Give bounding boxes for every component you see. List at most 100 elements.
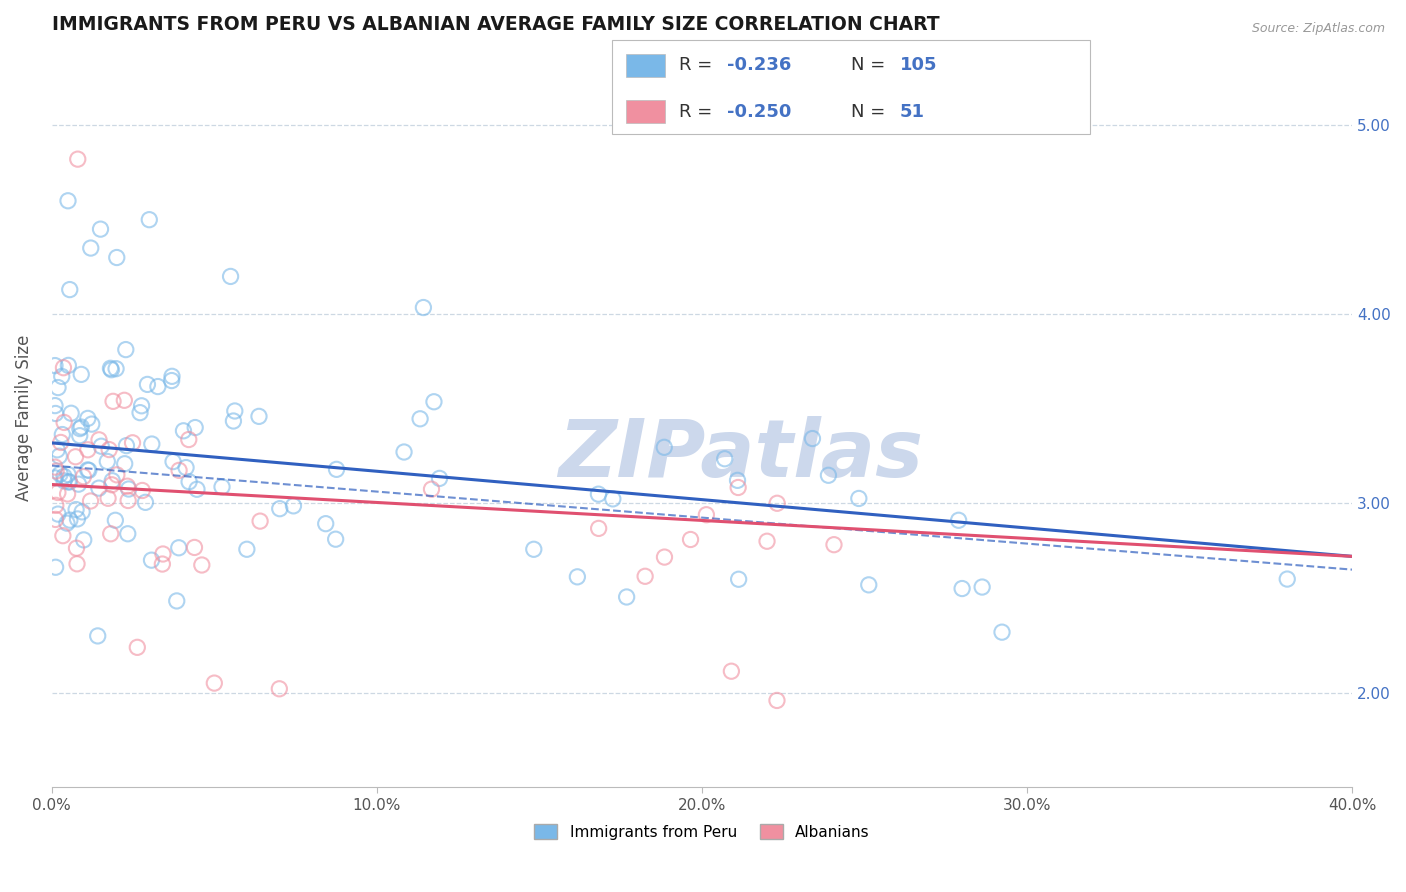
Point <box>412 301 434 315</box>
Point <box>202 676 225 690</box>
Point <box>51 427 73 442</box>
Point <box>105 467 128 482</box>
Point <box>166 594 188 608</box>
Point <box>53 416 76 430</box>
Point <box>1277 572 1299 586</box>
Point <box>247 409 270 424</box>
Point <box>46 507 69 521</box>
Point <box>136 377 159 392</box>
Point <box>80 241 103 255</box>
Point <box>65 541 87 556</box>
Point <box>186 483 208 497</box>
Point <box>59 513 82 527</box>
Point <box>77 463 100 477</box>
Point <box>60 406 83 420</box>
Text: 105: 105 <box>900 56 938 74</box>
Text: -0.250: -0.250 <box>727 103 792 120</box>
Point <box>713 451 735 466</box>
Text: IMMIGRANTS FROM PERU VS ALBANIAN AVERAGE FAMILY SIZE CORRELATION CHART: IMMIGRANTS FROM PERU VS ALBANIAN AVERAGE… <box>52 15 939 34</box>
Point <box>100 526 122 541</box>
Point <box>141 437 163 451</box>
Point <box>100 362 122 376</box>
Point <box>101 477 124 491</box>
Point <box>191 558 214 572</box>
Point <box>131 483 153 498</box>
Point <box>654 550 676 565</box>
Point <box>52 529 75 543</box>
Point <box>429 471 451 485</box>
Point <box>45 560 67 574</box>
Point <box>766 693 789 707</box>
Point <box>219 269 242 284</box>
Point <box>72 469 94 483</box>
Point <box>70 368 93 382</box>
Point <box>96 454 118 468</box>
Point <box>49 435 72 450</box>
Point <box>616 590 638 604</box>
Point <box>409 412 432 426</box>
Point <box>45 464 67 478</box>
Point <box>211 480 233 494</box>
Point <box>52 360 75 375</box>
Point <box>44 399 66 413</box>
Point <box>44 359 66 373</box>
Point <box>46 442 69 457</box>
Legend: Immigrants from Peru, Albanians: Immigrants from Peru, Albanians <box>529 818 876 846</box>
Point <box>420 482 443 496</box>
Point <box>269 681 291 696</box>
Point <box>56 467 79 482</box>
Point <box>131 399 153 413</box>
Text: R =: R = <box>679 103 718 120</box>
Point <box>70 420 93 434</box>
Point <box>152 547 174 561</box>
Point <box>183 541 205 555</box>
Point <box>69 421 91 435</box>
Point <box>66 512 89 526</box>
Point <box>65 450 87 464</box>
Point <box>46 485 69 500</box>
Point <box>58 475 80 489</box>
Point <box>67 477 90 491</box>
Text: N =: N = <box>851 103 890 120</box>
Point <box>105 361 128 376</box>
Point <box>76 411 98 425</box>
Point <box>117 493 139 508</box>
Point <box>87 481 110 495</box>
Point <box>567 570 589 584</box>
Point <box>101 474 124 488</box>
Point <box>117 479 139 493</box>
Text: 51: 51 <box>900 103 925 120</box>
Point <box>56 516 79 531</box>
Point <box>222 414 245 428</box>
Point <box>523 542 546 557</box>
Point <box>115 439 138 453</box>
Point <box>114 457 136 471</box>
Point <box>118 482 141 496</box>
Point <box>588 521 610 535</box>
Point <box>100 361 122 376</box>
Point <box>127 640 149 655</box>
Point <box>991 625 1014 640</box>
Point <box>51 369 73 384</box>
Point <box>160 374 183 388</box>
Point <box>76 463 98 477</box>
Point <box>695 508 717 522</box>
Point <box>172 424 194 438</box>
Text: R =: R = <box>679 56 718 74</box>
Point <box>184 420 207 434</box>
Point <box>269 501 291 516</box>
Point <box>283 499 305 513</box>
Text: -0.236: -0.236 <box>727 56 792 74</box>
Point <box>44 471 66 485</box>
Point <box>79 494 101 508</box>
Point <box>848 491 870 506</box>
Point <box>66 152 89 166</box>
Point <box>87 433 110 447</box>
Point <box>766 496 789 510</box>
Point <box>89 222 111 236</box>
Text: Source: ZipAtlas.com: Source: ZipAtlas.com <box>1251 22 1385 36</box>
Point <box>325 532 347 546</box>
Point <box>150 557 173 571</box>
Point <box>112 393 135 408</box>
Point <box>46 380 69 394</box>
